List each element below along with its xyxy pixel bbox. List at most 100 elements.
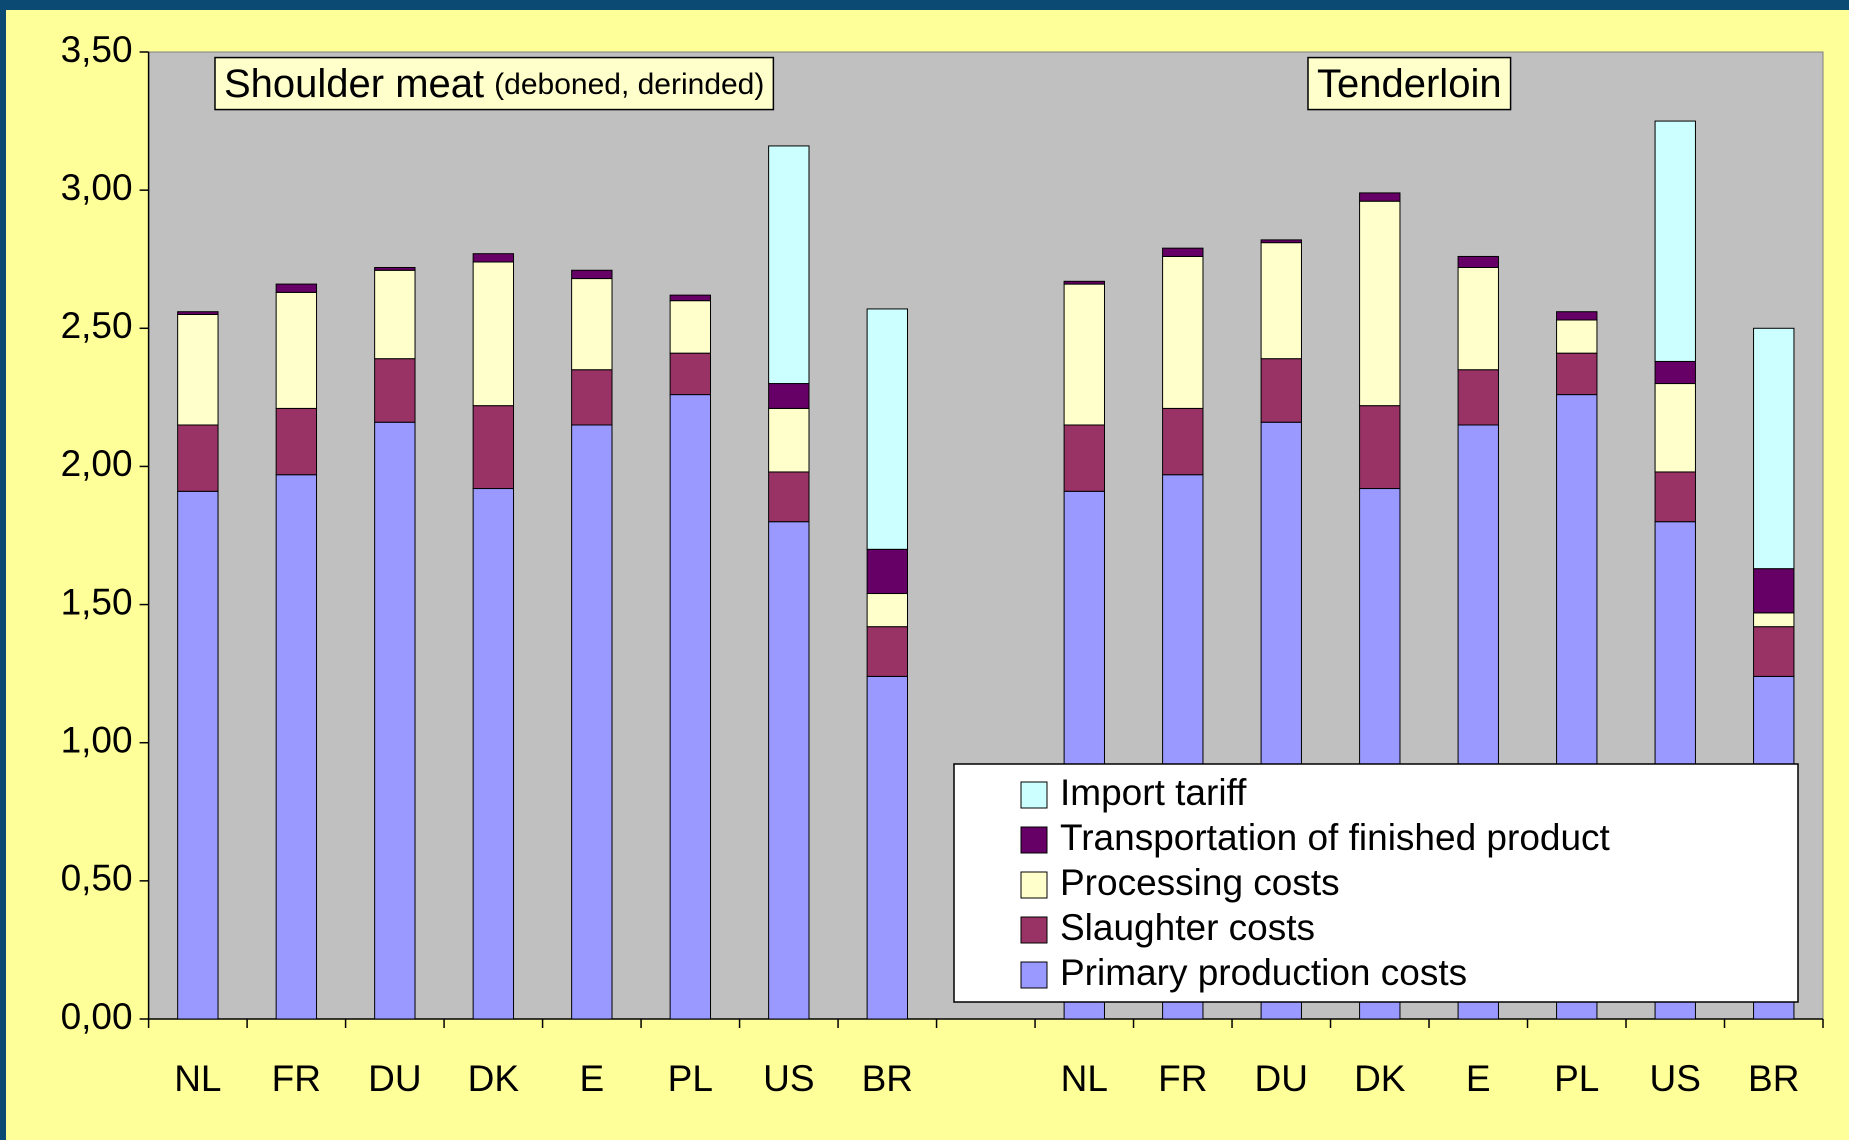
bar-segment xyxy=(768,521,810,1020)
bar-segment xyxy=(275,283,318,293)
x-tick-label: NL xyxy=(174,1058,221,1099)
annotation-text: Shoulder meat (deboned, derinded) xyxy=(224,62,764,106)
annotation-text: Tenderloin xyxy=(1317,62,1502,106)
y-tick-label: 3,50 xyxy=(61,29,133,70)
bar-segment xyxy=(1260,358,1302,423)
bar-segment xyxy=(866,626,908,677)
bar-segment xyxy=(669,352,712,396)
legend-swatch xyxy=(1020,961,1048,989)
x-tick-label: E xyxy=(1466,1058,1491,1099)
annotation: Shoulder meat (deboned, derinded) xyxy=(214,56,775,111)
bar-segment xyxy=(1753,626,1795,677)
bar-segment xyxy=(275,407,318,476)
legend-box xyxy=(953,763,1799,1003)
x-tick-label: E xyxy=(579,1058,604,1099)
x-tick-label: US xyxy=(1650,1058,1701,1099)
bar-segment xyxy=(1654,360,1696,385)
annotation-part: Tenderloin xyxy=(1317,62,1502,106)
x-tick-label: NL xyxy=(1061,1058,1108,1099)
bar-segment xyxy=(472,261,515,407)
bar-segment xyxy=(1654,383,1696,473)
bar-segment xyxy=(768,407,810,473)
legend-label: Transportation of finished product xyxy=(1060,817,1611,858)
bar-segment xyxy=(1359,405,1401,490)
bar-segment xyxy=(177,311,219,315)
bar-segment xyxy=(1753,327,1795,570)
bar-segment xyxy=(1457,267,1499,371)
bar-segment xyxy=(1162,247,1204,257)
bar-segment xyxy=(1260,242,1302,360)
legend-label: Primary production costs xyxy=(1060,952,1467,993)
y-tick-label: 0,00 xyxy=(61,996,133,1037)
bar-segment xyxy=(1654,120,1696,362)
y-tick-label: 2,50 xyxy=(61,305,133,346)
legend-swatch xyxy=(1020,916,1048,944)
bar-segment xyxy=(374,269,416,360)
bar-segment xyxy=(374,267,416,271)
bar-segment xyxy=(275,474,318,1020)
bar-segment xyxy=(472,405,515,490)
bar-segment xyxy=(1359,200,1401,407)
x-tick-label: PL xyxy=(1554,1058,1599,1099)
bar-segment xyxy=(1753,568,1795,614)
legend-label: Slaughter costs xyxy=(1060,907,1315,948)
bar-segment xyxy=(472,253,515,263)
bar-segment xyxy=(1556,311,1598,321)
bar-segment xyxy=(1556,319,1598,354)
legend-swatch xyxy=(1020,781,1048,809)
bar-segment xyxy=(571,278,613,371)
bar-segment xyxy=(866,593,908,628)
annotation: Tenderloin xyxy=(1307,56,1512,111)
x-tick-label: US xyxy=(763,1058,814,1099)
bar-segment xyxy=(571,369,613,426)
bar-segment xyxy=(472,488,515,1020)
x-tick-label: BR xyxy=(862,1058,913,1099)
annotation-box xyxy=(214,56,775,111)
legend-label: Import tariff xyxy=(1060,772,1247,813)
bar-segment xyxy=(571,269,613,280)
bar-segment xyxy=(1162,255,1204,409)
x-tick-label: FR xyxy=(1158,1058,1207,1099)
bar-segment xyxy=(768,471,810,523)
bar-segment xyxy=(177,490,219,1020)
legend-swatch xyxy=(1020,826,1048,854)
annotation-part: (deboned, derinded) xyxy=(494,68,764,101)
legend-label: Processing costs xyxy=(1060,862,1340,903)
bar-segment xyxy=(374,358,416,423)
bar-segment xyxy=(275,291,318,409)
bar-segment xyxy=(1063,424,1105,492)
x-tick-label: BR xyxy=(1748,1058,1799,1099)
bar-segment xyxy=(571,424,613,1020)
bar-segment xyxy=(177,424,219,492)
annotation-part: Shoulder meat xyxy=(224,62,484,106)
bar-segment xyxy=(1457,255,1499,269)
x-tick-label: DK xyxy=(468,1058,520,1099)
y-tick-label: 0,50 xyxy=(61,858,133,899)
y-tick-label: 1,00 xyxy=(61,719,133,760)
bar-segment xyxy=(1359,192,1401,202)
bar-segment xyxy=(177,313,219,426)
bar-segment xyxy=(669,300,712,354)
bar-segment xyxy=(1063,283,1105,426)
x-tick-label: PL xyxy=(668,1058,713,1099)
legend-swatch xyxy=(1020,871,1048,899)
y-tick-label: 2,00 xyxy=(61,443,133,484)
bar-segment xyxy=(1162,407,1204,476)
x-tick-label: DU xyxy=(368,1058,421,1099)
y-tick-label: 3,00 xyxy=(61,167,133,208)
bar-segment xyxy=(866,548,908,595)
bar-segment xyxy=(1556,352,1598,396)
bar-segment xyxy=(768,383,810,409)
bar-segment xyxy=(866,308,908,550)
y-tick-label: 1,50 xyxy=(61,581,133,622)
bar-segment xyxy=(669,294,712,302)
x-tick-label: DK xyxy=(1354,1058,1406,1099)
bar-segment xyxy=(768,145,810,385)
x-tick-label: DU xyxy=(1255,1058,1308,1099)
bar-segment xyxy=(1457,369,1499,426)
x-tick-label: FR xyxy=(272,1058,321,1099)
bar-segment xyxy=(374,421,416,1020)
annotation-box xyxy=(1307,56,1512,111)
